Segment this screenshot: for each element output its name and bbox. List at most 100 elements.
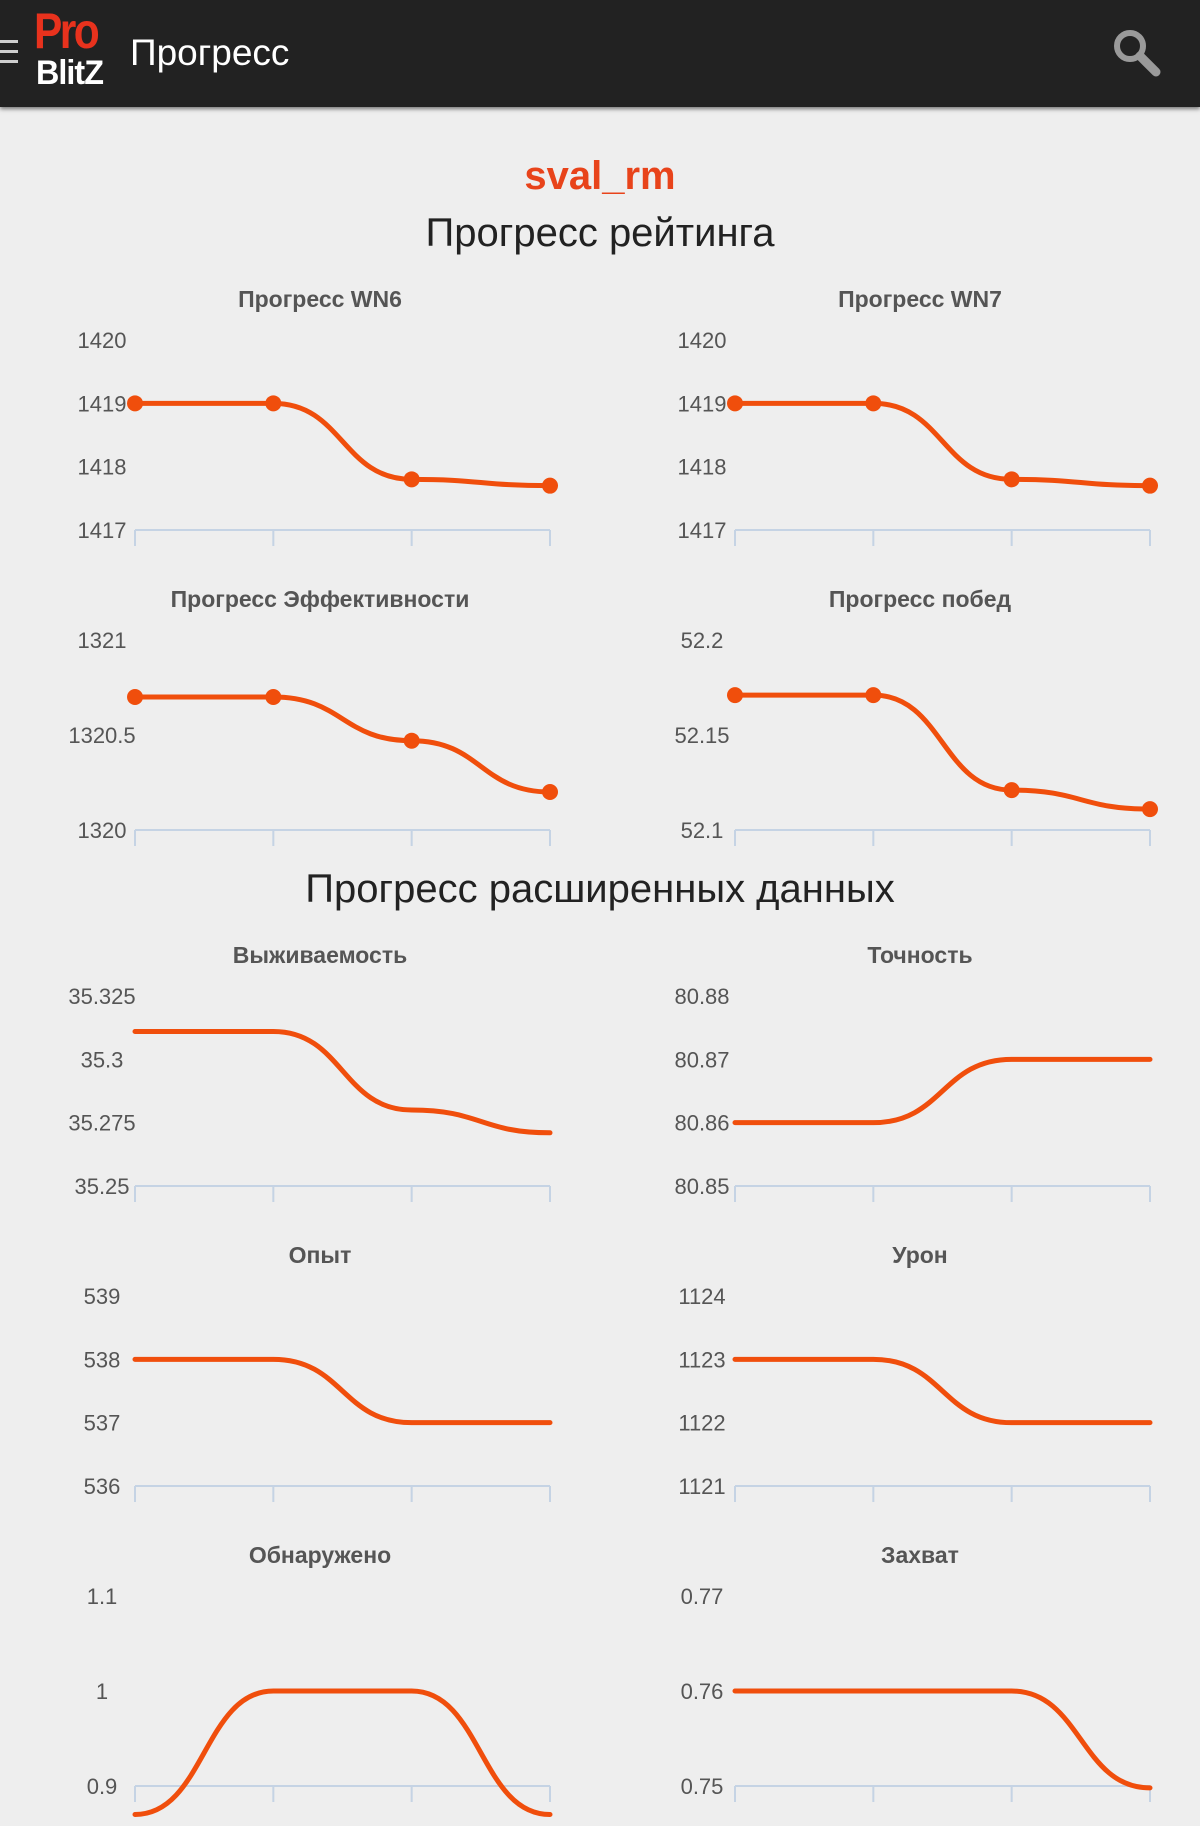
chart-svg: Прогресс WN6 1420 1419 1418 1417 [78,286,558,546]
y-tick-label: 1420 [78,328,127,353]
y-tick-label: 538 [84,1347,121,1372]
data-point [727,395,743,412]
y-tick-label: 1122 [678,1411,725,1436]
data-point [542,477,558,494]
series-line [132,400,553,489]
y-tick-label: 1123 [678,1347,725,1372]
series-line [732,1356,1153,1426]
search-icon[interactable] [1110,26,1162,78]
data-point [127,689,143,705]
chart-damage: Урон 1124 1123 1122 1121 [640,1236,1200,1526]
chart-wins: Прогресс побед 52.2 52.15 52.1 [640,580,1200,870]
data-point [1003,471,1020,488]
data-point [727,687,743,704]
chart-title: Прогресс Эффективности [171,586,470,612]
series-line [732,1056,1153,1126]
app-logo[interactable]: Pro BlitZ [34,6,118,90]
section-title-rating: Прогресс рейтинга [425,211,775,255]
y-tick-label: 1320.5 [68,723,135,748]
chart-svg: Точность 80.88 80.87 80.86 80.85 [674,942,1153,1202]
y-tick-label: 1121 [678,1474,725,1499]
y-tick-label: 52.2 [681,628,724,653]
page-title: Прогресс [130,32,290,73]
series-line [132,1688,553,1817]
series-line [732,1688,1153,1791]
section-title-extended: Прогресс расширенных данных [305,867,895,911]
y-tick-label: 0.76 [681,1679,724,1704]
y-tick-label: 35.325 [68,984,135,1009]
y-tick-label: 80.85 [674,1174,729,1199]
chart-svg: Прогресс побед 52.2 52.15 52.1 [674,586,1158,846]
chart-title: Обнаружено [249,1542,391,1568]
series-line [732,400,1153,489]
y-tick-label: 0.75 [681,1774,724,1799]
data-point [403,732,420,749]
chart-svg: Урон 1124 1123 1122 1121 [678,1242,1153,1502]
y-tick-label: 536 [84,1474,121,1499]
y-tick-label: 80.87 [674,1047,729,1072]
series-line [132,694,553,795]
y-tick-label: 537 [84,1411,121,1436]
y-tick-label: 0.9 [87,1774,118,1799]
chart-efficiency: Прогресс Эффективности 1321 1320.5 1320 [40,580,600,870]
y-tick-label: 1 [96,1679,108,1704]
data-point [1142,801,1158,818]
series-line [732,692,1153,812]
chart-capture: Захват 0.77 0.76 0.75 [640,1536,1200,1826]
chart-title: Урон [892,1242,947,1268]
chart-wn6: Прогресс WN6 1420 1419 1418 1417 [40,280,600,570]
y-tick-label: 1418 [78,455,127,480]
data-point [542,784,558,800]
chart-svg: Выживаемость 35.325 35.3 35.275 35.25 [68,942,553,1202]
menu-icon[interactable] [0,40,22,66]
y-tick-label: 1419 [678,391,727,416]
chart-svg: Обнаружено 1.1 1 0.9 [87,1542,553,1817]
y-tick-label: 1124 [678,1284,725,1309]
series-line [132,1028,553,1136]
logo-pro-text: Pro [34,3,100,59]
chart-svg: Захват 0.77 0.76 0.75 [681,1542,1153,1802]
y-tick-label: 1320 [78,818,127,843]
data-point [1003,782,1020,799]
y-tick-label: 35.25 [74,1174,129,1199]
y-tick-label: 1321 [78,628,127,653]
player-name: sval_rm [524,154,676,198]
data-point [1142,477,1158,494]
y-tick-label: 80.86 [674,1111,729,1136]
chart-experience: Опыт 539 538 537 536 [40,1236,600,1526]
y-tick-label: 52.1 [681,818,724,843]
chart-title: Захват [881,1542,959,1568]
y-tick-label: 80.88 [674,984,729,1009]
data-point [265,689,282,705]
y-tick-label: 1417 [678,518,727,543]
app-header: Pro BlitZ Прогресс [0,0,1200,107]
data-point [127,395,143,412]
y-tick-label: 1419 [78,391,127,416]
data-point [403,471,420,488]
y-tick-label: 52.15 [674,723,729,748]
series-line [132,1356,553,1426]
chart-svg: Опыт 539 538 537 536 [84,1242,553,1502]
chart-svg: Прогресс WN7 1420 1419 1418 1417 [678,286,1158,546]
chart-wn7: Прогресс WN7 1420 1419 1418 1417 [640,280,1200,570]
y-tick-label: 539 [84,1284,121,1309]
data-point [865,395,882,412]
chart-title: Прогресс WN6 [238,286,402,312]
y-tick-label: 35.3 [81,1047,124,1072]
y-tick-label: 1.1 [87,1584,118,1609]
chart-svg: Прогресс Эффективности 1321 1320.5 1320 [68,586,558,846]
y-tick-label: 35.275 [68,1111,135,1136]
chart-survival: Выживаемость 35.325 35.3 35.275 35.25 [40,936,600,1226]
chart-spotted: Обнаружено 1.1 1 0.9 [40,1536,600,1826]
chart-title: Выживаемость [233,942,407,968]
logo-blitz-text: BlitZ [36,54,104,92]
y-tick-label: 0.77 [681,1584,724,1609]
chart-title: Точность [867,942,972,968]
y-tick-label: 1420 [678,328,727,353]
data-point [265,395,282,412]
chart-title: Опыт [289,1242,352,1268]
y-tick-label: 1417 [78,518,127,543]
data-point [865,687,882,704]
chart-title: Прогресс WN7 [838,286,1002,312]
chart-title: Прогресс побед [829,586,1012,612]
